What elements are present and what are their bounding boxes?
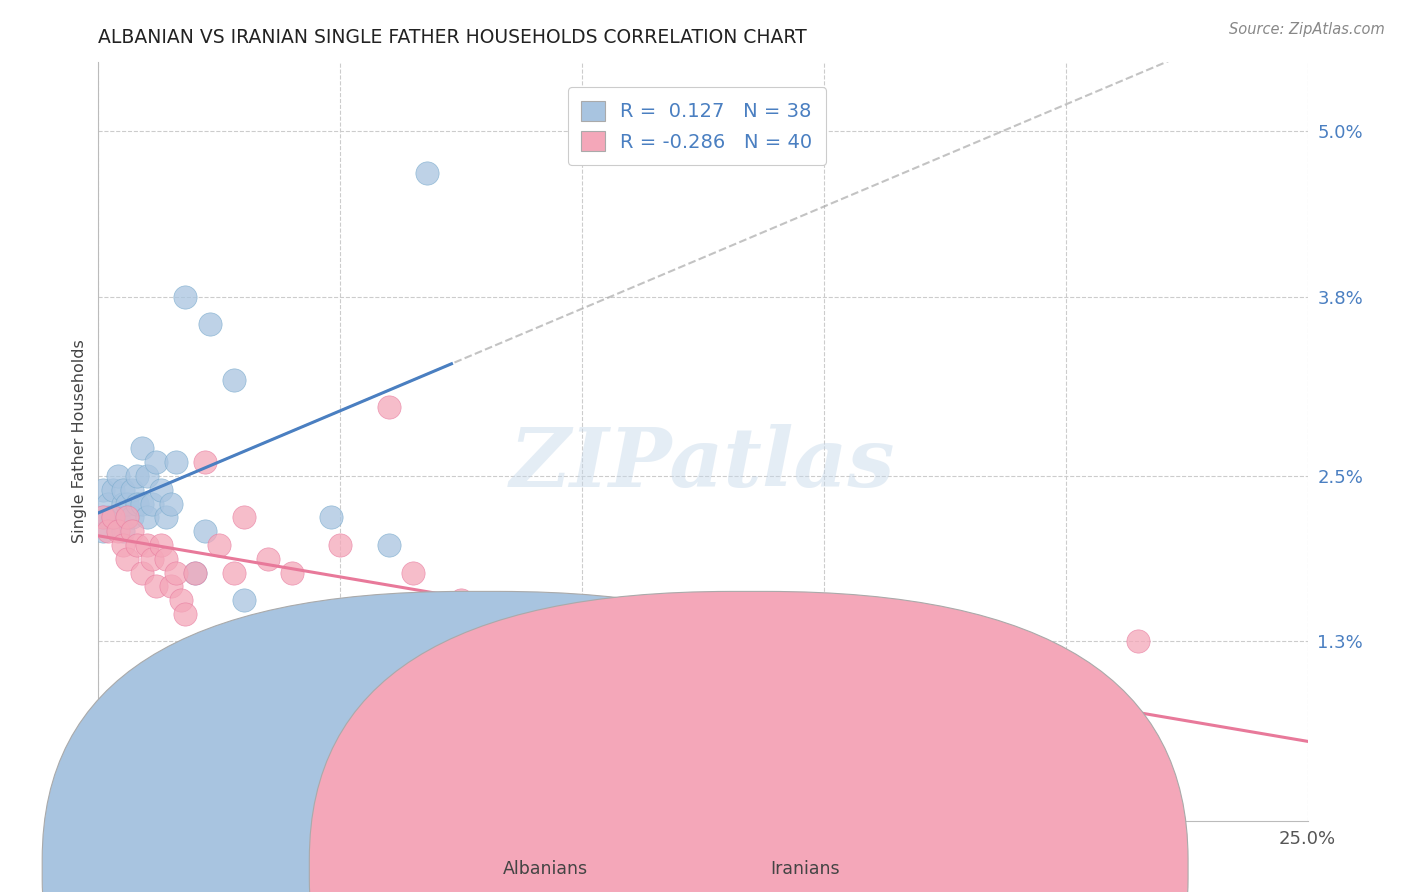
Point — [1128, 634, 1150, 648]
Point — [101, 483, 124, 497]
Point — [135, 538, 157, 552]
Point — [117, 497, 139, 511]
Point — [97, 510, 120, 524]
Text: ZIPatlas: ZIPatlas — [510, 425, 896, 504]
Point — [194, 455, 217, 469]
Point — [222, 566, 245, 580]
Point — [232, 593, 254, 607]
Point — [127, 497, 149, 511]
Point — [184, 566, 207, 580]
Point — [121, 524, 143, 538]
Point — [101, 510, 124, 524]
Point — [329, 538, 352, 552]
Point — [571, 634, 593, 648]
Point — [127, 538, 149, 552]
Point — [184, 566, 207, 580]
Point — [141, 497, 163, 511]
Point — [165, 566, 187, 580]
Point — [121, 483, 143, 497]
Point — [256, 551, 278, 566]
Point — [174, 607, 197, 621]
Point — [155, 510, 177, 524]
Point — [107, 469, 129, 483]
Point — [107, 510, 129, 524]
Point — [135, 510, 157, 524]
Point — [716, 634, 738, 648]
Point — [319, 510, 342, 524]
Point — [145, 455, 167, 469]
Point — [523, 621, 546, 635]
Point — [150, 483, 173, 497]
Point — [165, 455, 187, 469]
Point — [117, 510, 139, 524]
Text: Iranians: Iranians — [770, 860, 841, 878]
Point — [91, 510, 114, 524]
Point — [160, 579, 183, 593]
Point — [131, 566, 153, 580]
Point — [111, 538, 134, 552]
Point — [169, 593, 191, 607]
Point — [402, 566, 425, 580]
Point — [619, 634, 641, 648]
Point — [450, 593, 472, 607]
Point — [111, 524, 134, 538]
Point — [91, 510, 114, 524]
Point — [117, 510, 139, 524]
Y-axis label: Single Father Households: Single Father Households — [72, 340, 87, 543]
Point — [91, 524, 114, 538]
Point — [174, 290, 197, 304]
Point — [101, 510, 124, 524]
Point — [194, 524, 217, 538]
Point — [474, 621, 496, 635]
Point — [101, 510, 124, 524]
Point — [97, 524, 120, 538]
Point — [860, 690, 883, 704]
Point — [91, 483, 114, 497]
Point — [111, 483, 134, 497]
Point — [97, 497, 120, 511]
Point — [281, 566, 304, 580]
Point — [121, 510, 143, 524]
Point — [131, 442, 153, 456]
Text: ALBANIAN VS IRANIAN SINGLE FATHER HOUSEHOLDS CORRELATION CHART: ALBANIAN VS IRANIAN SINGLE FATHER HOUSEH… — [98, 28, 807, 47]
Point — [127, 469, 149, 483]
Point — [198, 318, 221, 332]
Text: Source: ZipAtlas.com: Source: ZipAtlas.com — [1229, 22, 1385, 37]
Point — [1054, 703, 1077, 717]
Point — [145, 579, 167, 593]
Legend: R =  0.127   N = 38, R = -0.286   N = 40: R = 0.127 N = 38, R = -0.286 N = 40 — [568, 87, 825, 165]
Point — [377, 400, 399, 414]
Point — [111, 497, 134, 511]
Point — [141, 551, 163, 566]
Point — [232, 510, 254, 524]
Point — [208, 538, 231, 552]
Point — [957, 717, 980, 731]
Point — [117, 551, 139, 566]
Point — [135, 469, 157, 483]
Point — [107, 524, 129, 538]
Point — [150, 538, 173, 552]
Text: Albanians: Albanians — [503, 860, 589, 878]
Point — [222, 372, 245, 386]
Point — [131, 497, 153, 511]
Point — [377, 538, 399, 552]
Point — [155, 551, 177, 566]
Point — [160, 497, 183, 511]
Point — [789, 690, 811, 704]
Point — [416, 166, 439, 180]
